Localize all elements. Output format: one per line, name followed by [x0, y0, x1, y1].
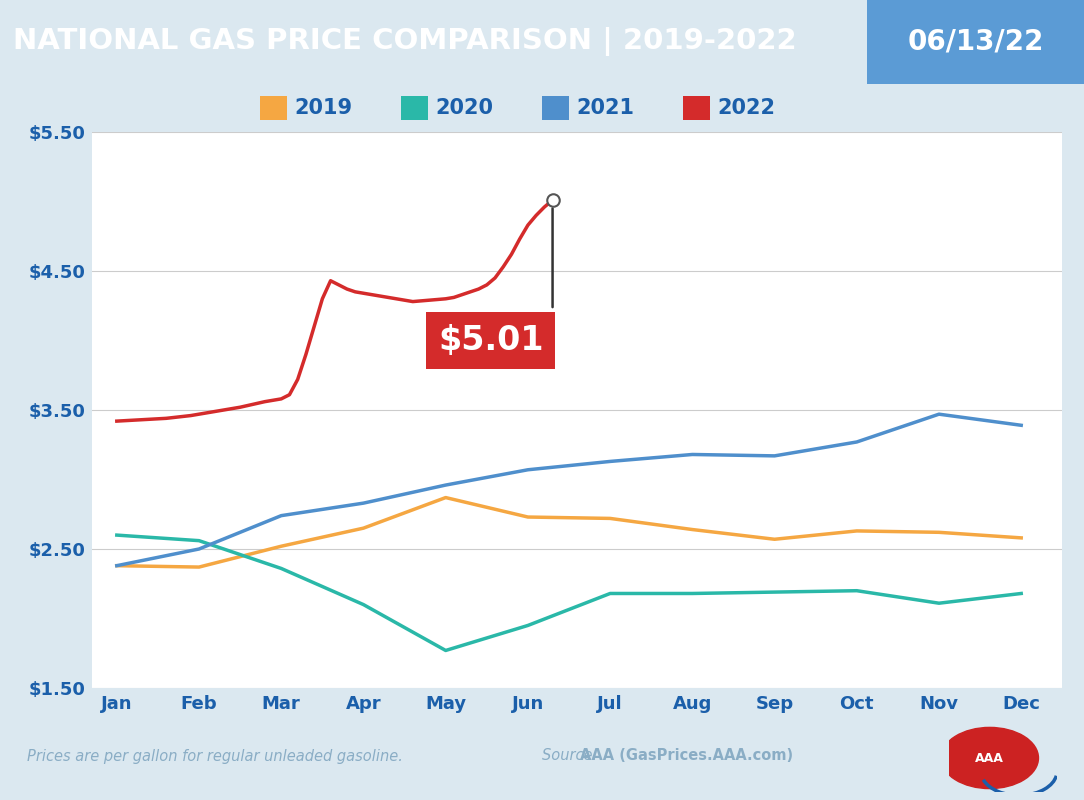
Text: $5.01: $5.01 [438, 324, 544, 357]
Text: AAA (GasPrices.AAA.com): AAA (GasPrices.AAA.com) [580, 749, 793, 763]
Text: Prices are per gallon for regular unleaded gasoline.: Prices are per gallon for regular unlead… [27, 749, 403, 763]
Text: AAA: AAA [976, 751, 1004, 765]
Text: 2021: 2021 [577, 98, 635, 118]
Bar [867, 0, 1084, 84]
Bar [260, 96, 287, 120]
Bar [542, 96, 569, 120]
Text: 2020: 2020 [436, 98, 494, 118]
Text: Source:: Source: [542, 749, 602, 763]
Bar [683, 96, 710, 120]
Bar [401, 96, 428, 120]
Text: NATIONAL GAS PRICE COMPARISON | 2019-2022: NATIONAL GAS PRICE COMPARISON | 2019-202… [13, 27, 797, 57]
Text: 2022: 2022 [718, 98, 776, 118]
Text: 2019: 2019 [295, 98, 353, 118]
Circle shape [941, 727, 1038, 789]
Text: 06/13/22: 06/13/22 [907, 28, 1044, 56]
